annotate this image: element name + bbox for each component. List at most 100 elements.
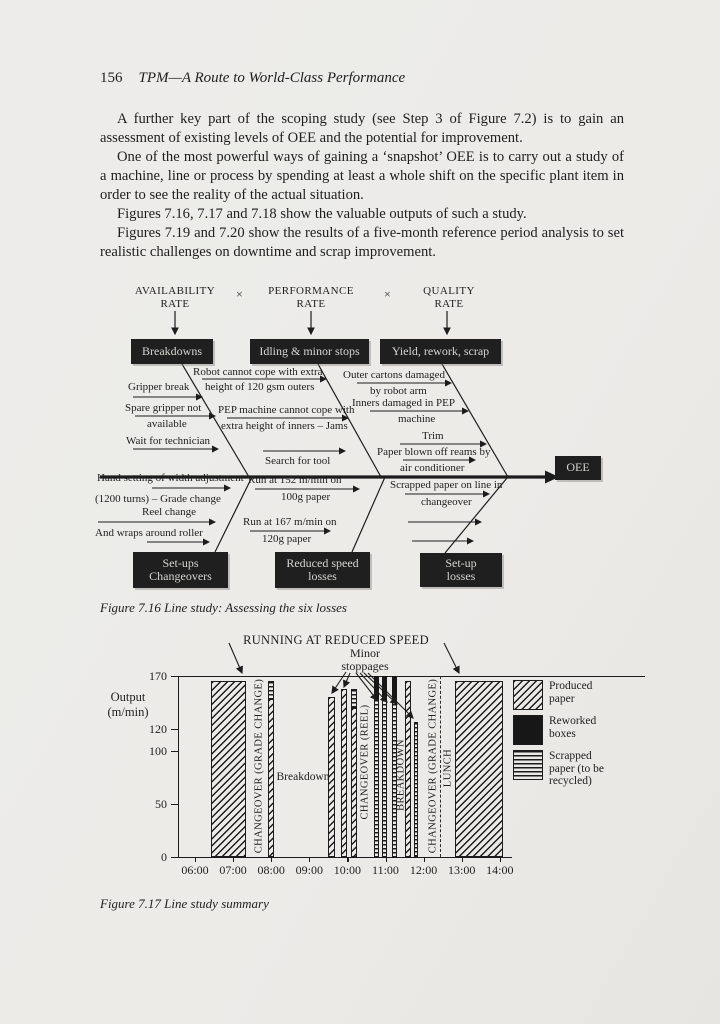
y-tick-mark [171,803,178,805]
page-number: 156 [100,70,123,86]
cause-label: Gripper break [128,381,190,393]
x-tick-label: 13:00 [448,863,476,877]
body-text: A further key part of the scoping study … [100,110,624,262]
bar-segment-reworked [382,676,388,700]
bar-segment-scrapped [268,681,275,700]
scrapped-paper-swatch [513,750,543,780]
chart-event-label: LUNCH [442,748,454,788]
paragraph: Figures 7.16, 7.17 and 7.18 show the val… [117,206,527,222]
cause-label: air conditioner [400,462,465,474]
cause-label: Wait for technician [126,435,211,447]
y-tick-mark [171,729,178,731]
paragraph: One of the most powerful ways of gaining… [100,149,624,203]
loss-box-setups-changeovers: Set-ups Changeovers [133,552,228,588]
reworked-boxes-swatch [513,715,543,745]
x-tick-label: 10:00 [333,863,362,877]
paragraph: Figures 7.19 and 7.20 show the results o… [100,225,624,260]
oee-box: OEE [555,456,601,480]
y-axis-line [178,676,180,858]
bar-segment-reworked [374,676,380,700]
cause-label: (1200 turns) – Grade change [95,493,221,505]
paragraph: A further key part of the scoping study … [100,111,624,146]
loss-box-breakdowns: Breakdowns [131,339,213,364]
x-tick-label: 14:00 [486,863,514,877]
chart-event-label: CHANGEOVER (GRADE CHANGE) [253,678,264,854]
cause-label: available [147,418,187,430]
legend-item-reworked: Reworked boxes [513,715,615,745]
chart-title: RUNNING AT REDUCED SPEED [243,633,429,647]
line-study-chart: RUNNING AT REDUCED SPEED Minor stoppages… [0,630,720,896]
bar-segment-produced [210,681,246,857]
changeover-dashed-line [440,676,442,857]
loss-box-yield-rework-scrap: Yield, rework, scrap [380,339,501,364]
x-tick-mark [195,857,197,862]
chart-event-label: Breakdown [276,771,330,783]
cause-label: Reel change [142,506,197,518]
x-tick-label: 09:00 [295,863,323,877]
chart-event-label: BREAKDOWN [395,739,407,811]
chart-legend: Produced paper Reworked boxes Scrapped p… [513,680,615,788]
bar-segment-scrapped [350,688,357,708]
bar-segment-produced [341,688,348,857]
cause-label: And wraps around roller [95,527,203,539]
bar-segment-produced [455,681,503,857]
cause-label: Search for tool [265,455,331,467]
figure-7-17-caption: Figure 7.17 Line study summary [100,896,269,911]
cause-label: PEP machine cannot cope with [218,404,355,416]
bar-segment-scrapped [414,721,419,857]
running-title: TPM—A Route to World-Class Performance [138,70,406,86]
x-tick-label: 08:00 [257,863,285,877]
legend-item-produced: Produced paper [513,680,615,710]
bar-segment-produced [268,699,275,857]
y-tick-label: 100 [149,743,167,758]
fishbone-lines [98,311,559,554]
y-axis-title: Output (m/min) [107,690,149,719]
multiply-sign: × [236,287,243,301]
y-tick-label: 120 [149,722,167,737]
cause-label: Inners damaged in PEP [352,397,455,409]
bar-segment-produced [328,697,335,857]
fishbone-diagram: AVAILABILITY RATE × PERFORMANCE RATE × Q… [0,278,720,608]
x-tick-mark [423,857,425,862]
cause-label: Outer cartons damaged [343,369,446,381]
x-tick-mark [385,857,387,862]
cause-label: Spare gripper not [125,402,202,414]
bar-segment-scrapped [374,699,380,857]
cause-label: Run at 167 m/min on [243,516,337,528]
x-tick-mark [309,857,311,862]
y-tick-mark [171,750,178,752]
chart-event-label: CHANGEOVER (GRADE CHANGE) [427,678,439,854]
x-tick-mark [347,857,349,862]
rate-header-availability: AVAILABILITY RATE [134,285,216,310]
bar-segment-produced [350,707,357,857]
cause-label: Run at 152 m/min on [248,474,342,486]
cause-label: 120g paper [262,533,312,545]
cause-label: changeover [421,496,472,508]
x-tick-label: 07:00 [219,863,247,877]
minor-stoppages-label: Minor stoppages [341,646,389,673]
x-tick-mark [233,857,235,862]
legend-item-scrapped: Scrapped paper (to be recycled) [513,750,615,788]
x-tick-label: 11:00 [372,863,399,877]
rate-header-quality: QUALITY RATE [423,285,475,310]
bar-segment-scrapped [382,699,388,857]
figure-7-16-caption: Figure 7.16 Line study: Assessing the si… [100,600,347,615]
x-tick-mark [499,857,501,862]
x-axis-line [178,857,512,859]
cause-label: Hand setting of width adjustment [97,472,244,484]
x-tick-label: 12:00 [409,863,438,877]
y-tick-mark [171,857,178,859]
page-header: 156 TPM—A Route to World-Class Performanc… [100,70,405,87]
rate-header-performance: PERFORMANCE RATE [268,285,354,310]
cause-label: machine [398,413,436,425]
chart-event-label: CHANGEOVER (REEL) [359,704,370,820]
x-tick-mark [271,857,273,862]
cause-label: Trim [422,430,444,442]
bone-lines [171,311,509,554]
x-tick-mark [461,857,463,862]
x-tick-label: 06:00 [181,863,209,877]
loss-box-setup-losses: Set-up losses [420,553,502,587]
cause-arrows [98,375,491,546]
cause-label: by robot arm [370,385,427,397]
spine-arrow [100,470,559,484]
